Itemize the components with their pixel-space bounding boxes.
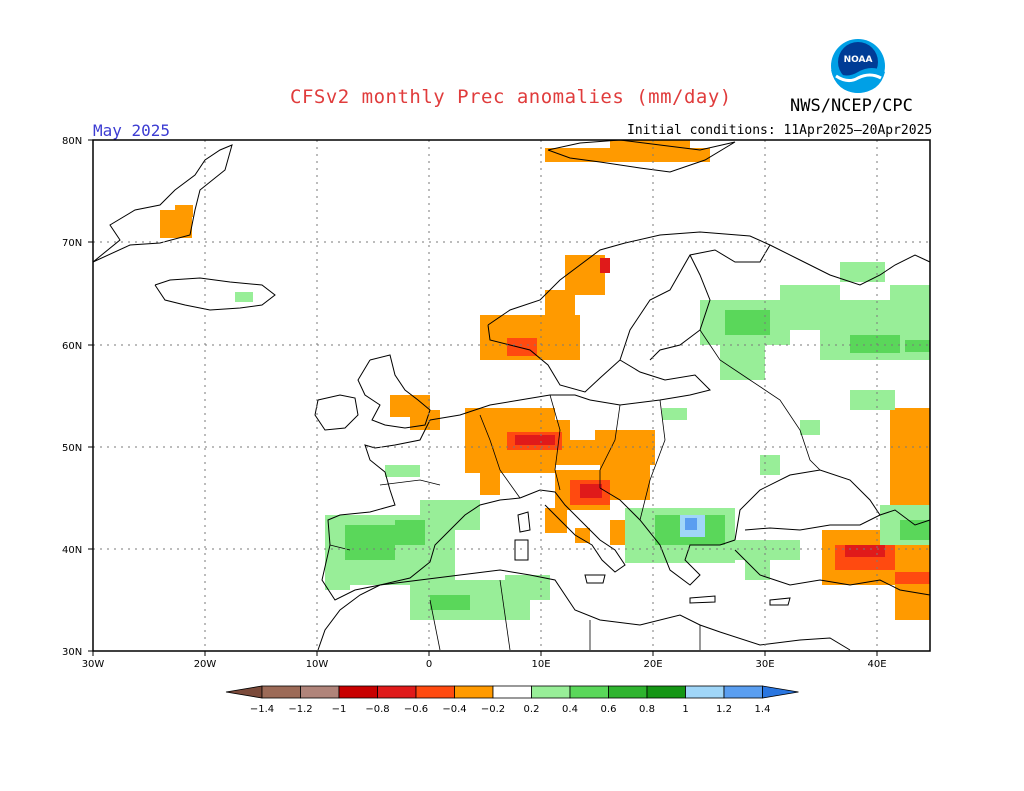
lon-label-20w: 20W bbox=[194, 659, 217, 670]
map-title: CFSv2 monthly Prec anomalies (mm/day) bbox=[290, 86, 732, 108]
lon-label-20e: 20E bbox=[643, 659, 662, 670]
legend-swatch bbox=[492, 685, 532, 699]
anomaly-shading bbox=[160, 140, 930, 620]
legend-label: 0.2 bbox=[524, 704, 540, 715]
legend-swatch bbox=[377, 685, 417, 699]
legend-label: −1 bbox=[332, 704, 347, 715]
legend-label: −0.6 bbox=[404, 704, 428, 715]
legend-label: −1.4 bbox=[250, 704, 274, 715]
lon-label-10e: 10E bbox=[531, 659, 550, 670]
lon-labels: 30W 20W 10W 0 10E 20E 30E 40E bbox=[82, 659, 887, 670]
legend-swatch bbox=[646, 685, 686, 699]
legend-swatch bbox=[608, 685, 648, 699]
legend-label: 1.2 bbox=[716, 704, 732, 715]
legend-swatch bbox=[685, 685, 725, 699]
lon-label-40e: 40E bbox=[867, 659, 886, 670]
lat-label-50n: 50N bbox=[62, 443, 82, 454]
map-frame bbox=[92, 139, 931, 652]
legend-label: 0.8 bbox=[639, 704, 655, 715]
lon-label-30e: 30E bbox=[755, 659, 774, 670]
legend-label: 1.4 bbox=[755, 704, 771, 715]
legend-label: 0.6 bbox=[601, 704, 617, 715]
legend-swatch bbox=[415, 685, 455, 699]
legend-label: −0.4 bbox=[442, 704, 466, 715]
lat-label-80n: 80N bbox=[62, 136, 82, 147]
lon-label-30w: 30W bbox=[82, 659, 105, 670]
ticks bbox=[88, 139, 878, 656]
lat-label-30n: 30N bbox=[62, 647, 82, 658]
legend-label: −1.2 bbox=[288, 704, 312, 715]
legend-swatch bbox=[300, 685, 340, 699]
lon-label-10w: 10W bbox=[306, 659, 329, 670]
legend-swatch bbox=[261, 685, 301, 699]
lon-label-0: 0 bbox=[426, 659, 432, 670]
legend-swatch bbox=[531, 685, 571, 699]
legend-label: −0.8 bbox=[365, 704, 389, 715]
coastlines bbox=[92, 139, 931, 651]
initial-conditions-label: Initial conditions: 11Apr2025–20Apr2025 bbox=[627, 123, 933, 138]
agency-label: NWS/NCEP/CPC bbox=[790, 96, 913, 116]
graticule bbox=[93, 140, 930, 651]
legend-swatch bbox=[723, 685, 763, 699]
noaa-logo-text: NOAA bbox=[844, 55, 873, 65]
legend-label: −0.2 bbox=[481, 704, 505, 715]
color-legend: −1.4 −1.2 −1 −0.8 −0.6 −0.4 −0.2 0.2 0.4 0.6 0.8 1 1… bbox=[225, 685, 799, 715]
valid-month-label: May 2025 bbox=[93, 121, 171, 140]
lat-labels: 30N 40N 50N 60N 70N 80N bbox=[62, 136, 82, 658]
legend-swatch bbox=[454, 685, 494, 699]
legend-swatch bbox=[225, 685, 263, 699]
legend-label: 1 bbox=[682, 704, 688, 715]
lat-label-40n: 40N bbox=[62, 545, 82, 556]
legend-swatch bbox=[762, 685, 799, 699]
legend-swatch bbox=[569, 685, 609, 699]
legend-swatch bbox=[338, 685, 378, 699]
lat-label-70n: 70N bbox=[62, 238, 82, 249]
noaa-logo: NOAA bbox=[831, 39, 885, 93]
lat-label-60n: 60N bbox=[62, 341, 82, 352]
legend-label: 0.4 bbox=[562, 704, 578, 715]
